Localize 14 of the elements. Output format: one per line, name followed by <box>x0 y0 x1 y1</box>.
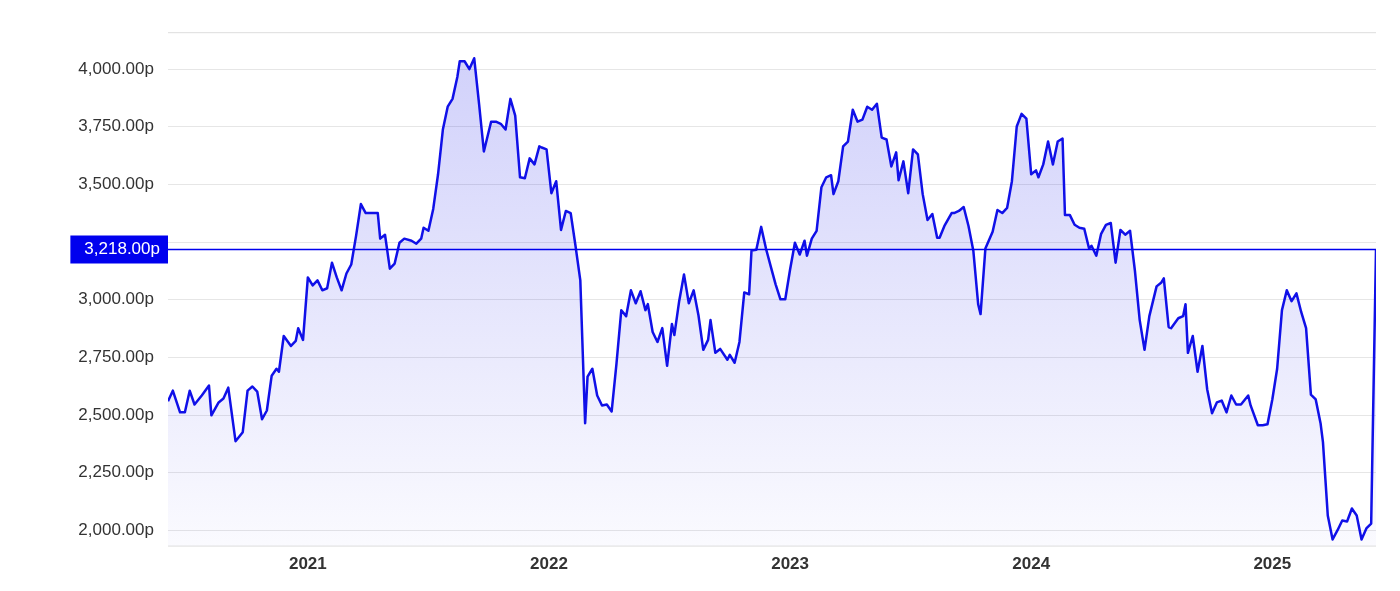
x-tick-label: 2025 <box>1253 554 1292 574</box>
ref-line-label: 3,218.00p <box>84 239 160 259</box>
y-tick-label: 2,250.00p <box>78 462 154 482</box>
y-tick-label: 3,750.00p <box>78 116 154 136</box>
x-tick-label: 2021 <box>288 554 327 574</box>
y-tick-label: 2,750.00p <box>78 347 154 367</box>
x-tick-label: 2023 <box>771 554 809 574</box>
y-tick-label: 3,500.00p <box>78 174 154 194</box>
x-tick-label: 2022 <box>530 554 568 574</box>
x-tick-label: 2024 <box>1012 554 1051 574</box>
y-tick-label: 2,500.00p <box>78 404 154 424</box>
y-tick-label: 4,000.00p <box>78 58 154 78</box>
y-tick-label: 3,000.00p <box>78 289 154 309</box>
y-tick-label: 2,000.00p <box>78 520 154 540</box>
